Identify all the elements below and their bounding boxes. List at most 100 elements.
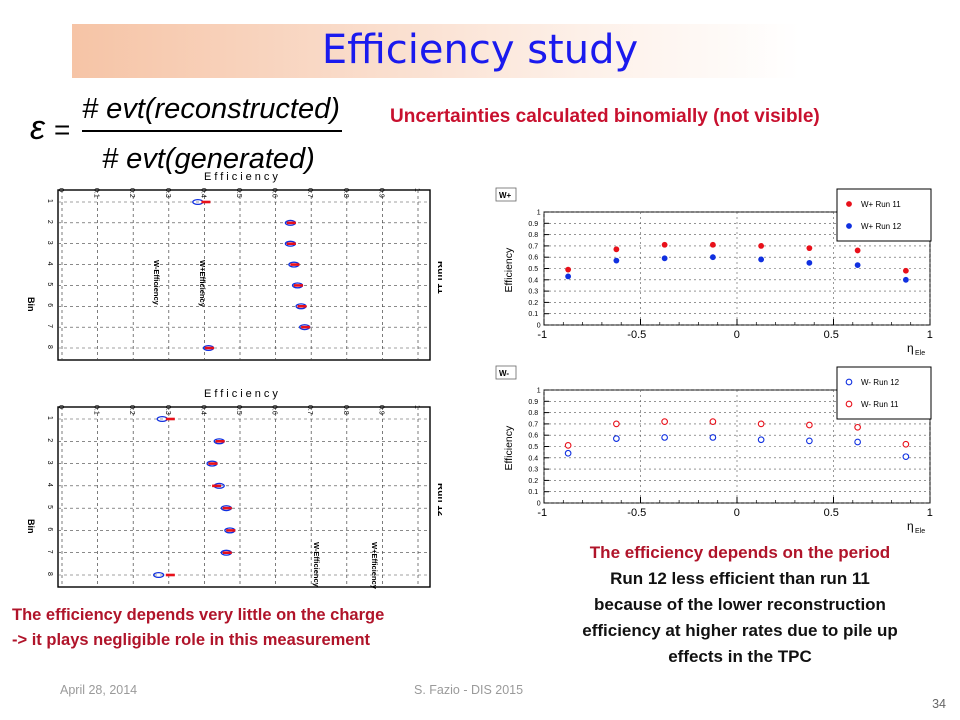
period-note-line1: The efficiency depends on the period — [589, 543, 891, 562]
legend-marker — [846, 223, 852, 229]
x-tick-label: 0.6 — [271, 188, 278, 198]
run-label: Run 12 — [435, 483, 442, 517]
formula-epsilon: ε — [30, 109, 46, 147]
bin-efficiency-plot-run1: Efficiency 0 0.1 0.2 0.3 0.4 0.5 0.6 0.7 0.8 0.9 1 1… — [26, 171, 442, 361]
y-tick-label: 0.4 — [528, 277, 538, 284]
y-tick-label: 0.2 — [528, 300, 538, 307]
y-tick-label: 0.6 — [528, 433, 538, 440]
data-point — [709, 434, 717, 441]
run-label: Run 11 — [435, 261, 442, 294]
y-tick-label: 0 — [537, 323, 541, 330]
x-tick-label: 0 — [734, 507, 740, 519]
data-point — [854, 423, 861, 431]
bin-label: 1 — [46, 416, 53, 420]
legend-marker — [845, 378, 853, 386]
series-inner-label: W+Efficiency — [370, 542, 379, 590]
y-tick-label: 0.8 — [528, 232, 538, 239]
data-point — [709, 254, 716, 261]
bin-label: 8 — [46, 572, 53, 576]
bin-label: 7 — [46, 324, 53, 328]
slide-title: Efficiency study — [321, 27, 639, 73]
x-tick-label: 0.9 — [377, 405, 384, 415]
legend-label: W+ Run 11 — [861, 200, 901, 209]
y-tick-label: 1 — [537, 388, 541, 395]
charge-note-line2: -> it plays negligible role in this meas… — [12, 631, 371, 649]
x-tick-label: 0.2 — [128, 405, 135, 415]
plot-frame — [57, 189, 431, 361]
legend-label: W- Run 11 — [861, 400, 899, 409]
series-inner-label: W-Efficiency — [152, 260, 161, 306]
data-point — [661, 255, 668, 262]
bin-label: 6 — [46, 527, 53, 531]
efficiency-axis-title: Efficiency — [204, 388, 281, 400]
y-tick-label: 0.2 — [528, 478, 538, 485]
x-tick-label: 1 — [927, 329, 933, 341]
x-tick-label: 0 — [57, 188, 64, 192]
data-point — [758, 256, 765, 263]
bin-label: 7 — [46, 550, 53, 554]
bin-label: 6 — [46, 303, 53, 307]
bin-label: 3 — [46, 461, 53, 465]
data-point-open — [153, 571, 165, 579]
y-tick-label: 0.9 — [528, 399, 538, 406]
charge-note: The efficiency depends very little on th… — [12, 603, 384, 653]
bin-axis-title: Bin — [26, 297, 36, 312]
data-point — [709, 418, 717, 425]
x-tick-label: 0.1 — [93, 188, 100, 198]
data-point — [613, 420, 620, 428]
y-tick-label: 0.3 — [528, 289, 538, 296]
x-tick-label: -0.5 — [627, 329, 646, 341]
formula-denominator: # evt(generated) — [102, 143, 315, 175]
data-point — [902, 453, 910, 461]
x-tick-label: 0.5 — [824, 507, 839, 519]
series-inner-label: W+Efficiency — [198, 260, 207, 308]
x-tick-label: 0.5 — [824, 329, 839, 341]
bin-label: 4 — [46, 262, 53, 266]
bin-efficiency-plot-run2: Efficiency 0 0.1 0.2 0.3 0.4 0.5 0.6 0.7 0.8 0.9 1 1… — [26, 388, 442, 590]
data-point — [758, 243, 765, 249]
x-tick-label: 0.9 — [377, 188, 384, 198]
period-note: The efficiency depends on the period Run… — [530, 540, 950, 670]
data-point — [854, 247, 861, 254]
footer-author: S. Fazio - DIS 2015 — [414, 683, 524, 697]
data-point — [854, 262, 861, 269]
x-tick-label: 1 — [413, 188, 420, 192]
x-tick-label: 0.3 — [164, 405, 171, 415]
plot-tag: W- — [499, 369, 509, 378]
x-tick-label: 0 — [57, 405, 64, 409]
x-axis-title-sub: Ele — [915, 528, 925, 535]
y-tick-label: 0.9 — [528, 221, 538, 228]
eta-efficiency-plot-wminus: W- -1 -0.5 0 0.5 1 0 0.1 0.2 0.3 0.4 0.5 0.6 0.7 0.8 0.… — [495, 365, 933, 535]
plot-tag-box — [495, 365, 517, 380]
y-tick-label: 0.1 — [528, 311, 538, 318]
data-point — [757, 436, 765, 444]
x-tick-label: 0.8 — [342, 405, 349, 415]
x-tick-label: 0.3 — [164, 188, 171, 198]
data-point — [902, 276, 909, 283]
x-tick-label: 0.4 — [199, 405, 206, 415]
legend-label: W+ Run 12 — [861, 222, 902, 231]
bin-axis-title: Bin — [26, 519, 36, 534]
x-tick-label: 1 — [413, 405, 420, 409]
y-tick-label: 0.5 — [528, 266, 538, 273]
y-tick-label: 1 — [537, 210, 541, 217]
period-note-line4: efficiency at higher rates due to pile u… — [582, 621, 898, 640]
x-axis-title-eta: η — [907, 519, 914, 533]
bin-label: 5 — [46, 505, 53, 509]
legend-box — [836, 188, 932, 242]
page-number: 34 — [932, 697, 946, 711]
period-note-line5: effects in the TPC — [668, 647, 812, 666]
data-point — [854, 438, 861, 446]
legend-label: W- Run 12 — [861, 378, 900, 387]
x-tick-label: 1 — [927, 507, 933, 519]
bin-label: 1 — [46, 199, 53, 203]
bin-label: 8 — [46, 345, 53, 349]
data-point — [661, 241, 668, 248]
data-point — [902, 440, 910, 448]
y-tick-label: 0.7 — [528, 243, 538, 250]
x-tick-label: -1 — [537, 329, 547, 341]
series-inner-label: W-Efficiency — [312, 542, 321, 588]
data-point — [709, 241, 716, 248]
data-point — [806, 245, 813, 252]
data-point — [661, 434, 668, 441]
